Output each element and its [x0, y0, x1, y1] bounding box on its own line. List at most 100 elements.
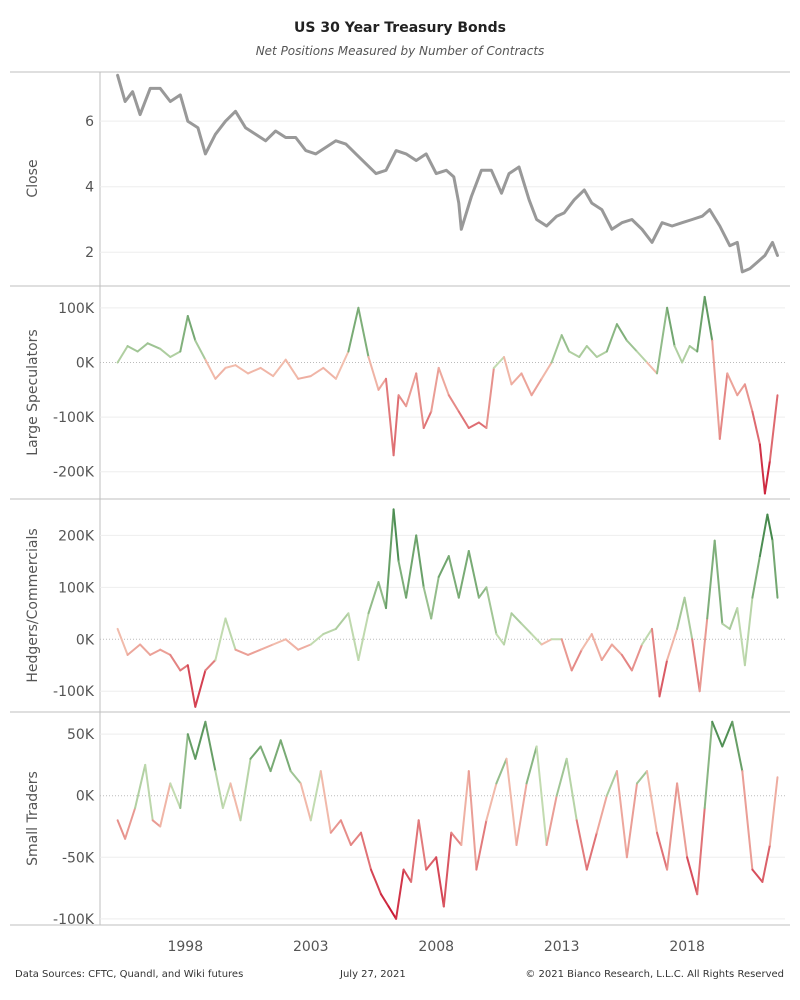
series-segment [395, 868, 405, 920]
y-tick-label: 0K [76, 355, 95, 371]
series-segment [467, 550, 480, 599]
series-segment [696, 807, 706, 896]
series-segment [703, 295, 714, 342]
series-segment [515, 782, 528, 846]
series-segment [239, 757, 252, 822]
series-segment [347, 612, 360, 661]
series-segment [186, 664, 197, 708]
series-segment [297, 643, 312, 651]
series-segment [297, 375, 312, 380]
y-tick-label: -200K [53, 465, 95, 481]
series-segment [380, 893, 390, 908]
series-segment [570, 648, 583, 672]
series-segment [159, 648, 172, 656]
series-segment [385, 377, 395, 457]
series-segment [169, 653, 182, 672]
series-segment [681, 345, 691, 364]
series-segment [751, 410, 761, 446]
x-tick-label: 2008 [418, 939, 454, 955]
series-segment [578, 345, 588, 358]
series-segment [234, 648, 249, 656]
series-segment [259, 745, 272, 773]
series-segment [151, 819, 162, 828]
series-segment [397, 394, 408, 408]
series-segment [272, 358, 287, 378]
x-tick-label: 2018 [669, 939, 705, 955]
series-segment [126, 643, 142, 656]
series-segment [751, 868, 764, 883]
series-segment [615, 323, 628, 342]
series-segment [377, 377, 387, 391]
series-segment [713, 539, 724, 625]
series-segment [447, 394, 460, 413]
series-segment [758, 443, 766, 495]
series-segment [430, 575, 440, 620]
series-segment [731, 720, 744, 773]
series-segment [116, 819, 127, 840]
series-segment [565, 757, 578, 822]
series-segment [763, 459, 771, 495]
series-segment [771, 539, 779, 599]
series-segment [319, 770, 332, 834]
series-segment [234, 364, 249, 375]
series-segment [728, 607, 739, 630]
series-segment [194, 720, 207, 760]
y-tick-label: -100K [53, 410, 95, 426]
series-segment [492, 356, 505, 369]
series-segment [124, 807, 137, 840]
series-segment [615, 770, 628, 859]
series-segment [625, 339, 638, 353]
series-segment [347, 306, 360, 353]
footer-sources: Data Sources: CFTC, Quandl, and Wiki fut… [15, 969, 244, 980]
series-segment [186, 315, 197, 342]
series-segment [437, 555, 450, 578]
series-segment [475, 819, 488, 871]
series-segment [309, 633, 325, 646]
series-segment [718, 372, 729, 440]
series-segment [485, 586, 498, 636]
series-segment [249, 745, 262, 760]
series-segment [467, 770, 478, 871]
series-segment [540, 638, 553, 646]
series-segment [392, 394, 400, 457]
y-tick-label: 4 [85, 180, 94, 196]
series-segment [422, 410, 433, 429]
series-segment [385, 508, 395, 610]
y-axis-title: Large Speculators [25, 329, 41, 455]
series-segment [595, 794, 608, 834]
series-segment [139, 643, 152, 656]
series-segment [405, 372, 418, 408]
y-tick-label: 100K [58, 580, 95, 596]
series-segment [367, 581, 380, 615]
series-segment [229, 782, 242, 822]
series-segment [329, 819, 342, 834]
series-segment [666, 782, 679, 871]
series-segment [520, 372, 533, 397]
series-segment [525, 745, 538, 785]
series-segment [568, 350, 581, 358]
series-segment [221, 782, 232, 809]
series-segment [688, 345, 699, 353]
series-segment [309, 366, 325, 378]
series-segment [136, 342, 149, 353]
series-segment [673, 345, 684, 364]
series-segment [442, 831, 453, 908]
series-segment [530, 633, 543, 646]
series-segment [224, 617, 237, 651]
series-segment [477, 421, 488, 429]
series-segment [736, 383, 746, 397]
series-segment [706, 539, 716, 620]
series-segment [450, 831, 463, 846]
y-tick-label: -100K [53, 684, 95, 700]
series-segment [179, 315, 189, 353]
series-segment [289, 770, 302, 785]
series-segment [485, 366, 495, 429]
series-segment [402, 868, 413, 883]
series-segment [510, 612, 523, 625]
series-segment [279, 739, 292, 773]
series-segment [334, 350, 350, 380]
series-segment [214, 770, 224, 809]
series-segment [460, 770, 470, 846]
series-segment [159, 347, 172, 358]
